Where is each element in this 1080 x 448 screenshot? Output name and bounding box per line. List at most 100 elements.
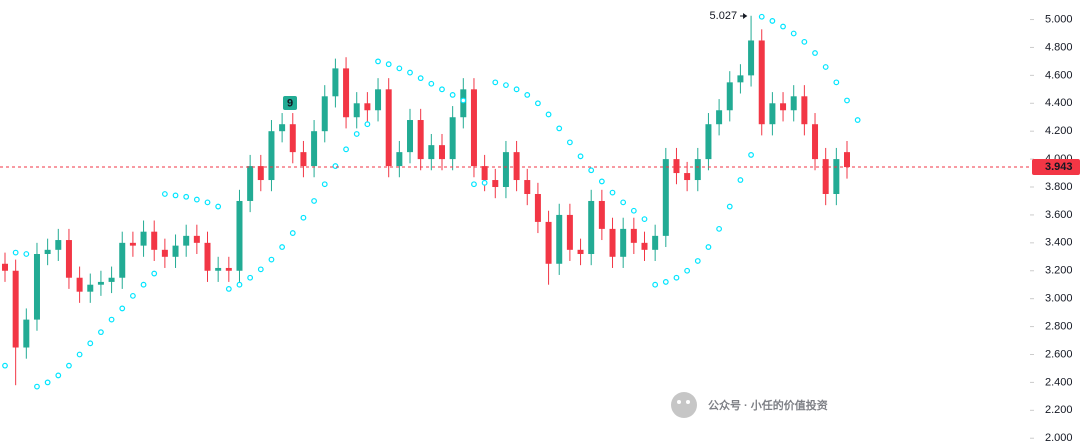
last-price-box: [1032, 159, 1080, 176]
sar-dot: [492, 79, 499, 86]
candle-body: [790, 96, 797, 111]
candle-body: [332, 68, 339, 97]
candle-body: [407, 120, 414, 153]
sar-dot: [129, 292, 136, 299]
sar-dot: [161, 191, 168, 197]
candle-body: [534, 193, 541, 222]
sar-dot: [385, 61, 392, 68]
sar-dot: [566, 139, 573, 146]
candle-body: [385, 89, 392, 167]
sar-dot: [66, 362, 72, 369]
sar-dot: [87, 340, 94, 347]
sar-dot: [684, 267, 691, 274]
candle-body: [129, 242, 136, 246]
candle-body: [694, 159, 701, 181]
sar-dot: [183, 193, 190, 200]
sar-dot: [439, 86, 445, 93]
candle-body: [343, 68, 350, 118]
sar-dot: [737, 177, 744, 183]
candle-body: [524, 180, 531, 194]
sar-dot: [2, 362, 8, 369]
sar-dot: [236, 281, 243, 288]
candle-body: [673, 159, 680, 174]
sar-dot: [289, 230, 296, 236]
watermark-icon: [671, 392, 697, 418]
sar-dot: [268, 256, 275, 263]
candle-body: [577, 249, 584, 255]
sar-dot: [503, 82, 509, 89]
candle-body: [257, 166, 264, 181]
candle-body: [23, 319, 30, 348]
y-tick-label: 3.400: [1045, 237, 1073, 249]
sar-dot: [801, 38, 808, 45]
y-tick-label: 2.800: [1045, 320, 1073, 332]
candle-body: [151, 231, 158, 250]
sar-dot: [140, 281, 147, 288]
sar-dot: [641, 216, 648, 223]
candle-body: [492, 180, 499, 188]
sar-dot: [726, 203, 733, 210]
candle-body: [758, 40, 765, 125]
candle-body: [33, 254, 40, 320]
sar-dot: [673, 274, 680, 281]
sar-dot: [55, 372, 62, 379]
candle-body: [780, 103, 787, 111]
y-tick-label: 2.200: [1045, 404, 1073, 416]
sar-dot: [620, 199, 627, 206]
candle-body: [140, 231, 147, 246]
candle-body: [247, 166, 254, 201]
candle-body: [300, 152, 307, 167]
sar-dot: [12, 249, 19, 256]
high-arrow-head: [743, 13, 748, 19]
sar-dot: [694, 258, 701, 264]
candle-body: [12, 270, 19, 348]
y-tick-label: 4.600: [1045, 69, 1073, 81]
candle-body: [705, 124, 712, 160]
candle-body: [364, 103, 371, 111]
candle-body: [44, 249, 51, 255]
y-tick-label: 4.400: [1045, 97, 1073, 109]
badge-box: [283, 96, 297, 110]
sar-dot: [812, 50, 818, 56]
y-tick-label: 3.600: [1045, 209, 1073, 221]
sar-dot: [588, 167, 595, 174]
candle-body: [556, 214, 563, 264]
candle-body: [737, 75, 744, 83]
candle-body: [321, 96, 328, 132]
sar-dot: [535, 100, 541, 107]
candle-body: [588, 200, 595, 255]
candle-body: [641, 242, 648, 250]
candle-body: [279, 124, 286, 132]
candle-body: [844, 152, 850, 168]
candle-body: [193, 235, 200, 243]
last-price-label: 3.943: [1045, 161, 1073, 173]
candle-body: [566, 214, 573, 250]
sar-dot: [76, 351, 83, 358]
sar-dot: [844, 97, 850, 104]
candle-body: [513, 152, 520, 181]
candle-body: [161, 249, 168, 257]
sar-dot: [780, 23, 786, 30]
sar-dot: [598, 178, 605, 185]
candle-body: [620, 228, 627, 257]
candle-body: [502, 152, 509, 188]
sar-dot: [247, 274, 254, 281]
candle-body: [289, 124, 296, 153]
candle-body: [726, 82, 733, 111]
sar-dot: [23, 251, 30, 257]
candle-body: [545, 221, 552, 264]
candle-body: [684, 173, 691, 181]
candle-body: [55, 240, 62, 250]
sar-dot: [396, 65, 403, 72]
candle-body: [65, 240, 72, 278]
sar-dot: [854, 117, 861, 123]
candle-body: [97, 281, 104, 285]
sar-dot: [108, 316, 115, 323]
sar-dot: [332, 163, 339, 169]
candle-body: [172, 245, 179, 257]
y-tick-label: 2.400: [1045, 376, 1073, 388]
watermark-text: 公众号 · 小任的价值投资: [708, 398, 828, 412]
candle-body: [225, 267, 232, 271]
sar-dot: [204, 199, 211, 206]
